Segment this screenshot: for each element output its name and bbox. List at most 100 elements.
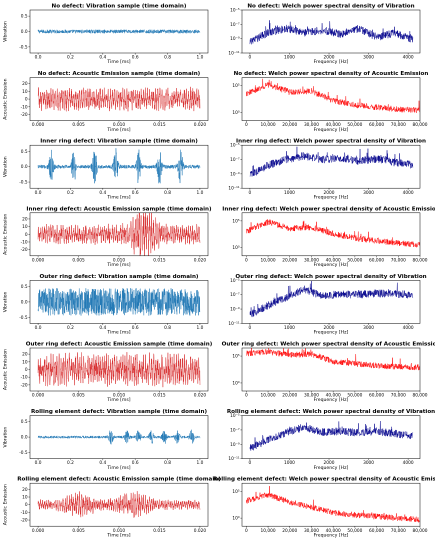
x-tick-label: 2000 [324, 55, 335, 61]
subplot-title: Outer ring defect: Welch power spectral … [235, 274, 426, 280]
x-tick-label: 60,000 [369, 528, 384, 534]
x-tick-label: 1000 [284, 460, 295, 466]
axes-frame [241, 347, 421, 392]
x-tick-label: 30,000 [304, 257, 319, 263]
y-tick-label: 20 [22, 352, 28, 358]
y-tick-label: 10⁻⁷ [230, 157, 240, 163]
x-tick-label: 4000 [403, 55, 414, 61]
subplot-title: Rolling element defect: Welch power spec… [227, 409, 435, 415]
y-tick-label: 10 [22, 495, 28, 501]
subplot-title: Rolling element defect: Welch power spec… [213, 477, 435, 483]
x-tick-label: 10,000 [261, 528, 276, 534]
y-tick-label: 0.5 [21, 419, 28, 425]
y-tick-label: 0.0 [21, 435, 28, 441]
y-axis-label: Vibration [3, 156, 9, 177]
subplot-title: Inner ring defect: Welch power spectral … [222, 206, 435, 212]
subplot-r1-c0: No defect: Acoustic Emission sample (tim… [3, 71, 209, 133]
x-tick-label: 70,000 [391, 122, 406, 128]
x-tick-label: 30,000 [304, 393, 319, 399]
y-tick-label: 20 [22, 487, 28, 493]
series-line [37, 287, 201, 316]
subplot-title: Inner ring defect: Acoustic Emission sam… [26, 206, 212, 212]
x-tick-label: 40,000 [326, 257, 341, 263]
y-tick-label: 0 [25, 367, 28, 373]
y-tick-label: -10 [21, 239, 28, 245]
series-line [246, 348, 420, 371]
x-tick-label: 10,000 [261, 257, 276, 263]
y-tick-label: -10 [21, 510, 28, 516]
y-tick-label: 10⁻⁷ [230, 292, 240, 298]
x-tick-label: 30,000 [304, 528, 319, 534]
y-tick-label: 0 [25, 97, 28, 103]
subplot-r0-c1: No defect: Welch power spectral density … [228, 4, 421, 65]
x-tick-label: 0.015 [153, 122, 166, 128]
y-tick-label: 20 [22, 216, 28, 222]
subplot-title: Inner ring defect: Vibration sample (tim… [40, 139, 198, 145]
x-tick-label: 20,000 [282, 528, 297, 534]
x-tick-label: 0 [249, 460, 252, 466]
y-tick-label: 10⁻⁵ [230, 143, 240, 149]
x-tick-label: 80,000 [412, 393, 427, 399]
x-tick-label: 60,000 [369, 257, 384, 263]
x-tick-label: 50,000 [347, 257, 362, 263]
y-tick-label: -0.5 [19, 180, 28, 186]
subplot-r2-c1: Inner ring defect: Welch power spectral … [228, 139, 426, 201]
y-axis-label: Acoustic Emission [3, 484, 9, 525]
y-axis-label: Acoustic Emission [3, 78, 9, 119]
y-tick-label: -20 [21, 247, 28, 253]
x-tick-label: 0.010 [113, 122, 126, 128]
series-line [37, 86, 201, 112]
y-tick-label: -0.5 [19, 315, 28, 321]
y-tick-label: 10⁻⁹ [230, 307, 240, 313]
subplot-r6-c0: Rolling element defect: Vibration sample… [3, 409, 209, 471]
y-tick-label: 0.5 [21, 14, 28, 20]
y-tick-label: 10⁻⁵ [230, 413, 240, 419]
x-tick-label: 20,000 [282, 393, 297, 399]
x-tick-label: 0 [245, 393, 248, 399]
series-line [37, 490, 201, 518]
y-tick-label: 0.0 [21, 164, 28, 170]
x-tick-label: 20,000 [282, 122, 297, 128]
subplot-r4-c0: Outer ring defect: Vibration sample (tim… [3, 274, 209, 336]
axes-frame [241, 482, 421, 527]
x-tick-label: 1.0 [196, 460, 203, 466]
x-tick-label: 0.6 [132, 190, 139, 196]
y-tick-label: 10⁰ [232, 110, 239, 116]
subplot-r7-c1: Rolling element defect: Welch power spec… [213, 477, 435, 539]
y-tick-label: 10⁻⁹ [230, 442, 240, 448]
x-axis-label: Frequency [Hz] [314, 262, 349, 268]
x-tick-label: 50,000 [347, 122, 362, 128]
x-tick-label: 80,000 [412, 122, 427, 128]
subplot-r6-c1: Rolling element defect: Welch power spec… [227, 409, 435, 471]
x-tick-label: 0.2 [67, 190, 74, 196]
x-axis-label: Frequency [Hz] [314, 330, 349, 336]
x-tick-label: 1000 [284, 190, 295, 196]
x-tick-label: 0.8 [164, 325, 171, 331]
subplot-title: No defect: Welch power spectral density … [247, 4, 414, 10]
y-tick-label: 10 [22, 224, 28, 230]
y-tick-label: 10⁻¹¹ [228, 51, 239, 57]
subplot-title: Outer ring defect: Welch power spectral … [222, 342, 435, 348]
series-line [249, 20, 414, 45]
x-tick-label: 0.015 [153, 257, 166, 263]
x-tick-label: 0 [245, 528, 248, 534]
y-tick-label: -0.5 [19, 44, 28, 50]
x-axis-label: Frequency [Hz] [314, 194, 349, 200]
y-tick-label: 10 [22, 359, 28, 365]
x-tick-label: 0.010 [113, 528, 126, 534]
x-tick-label: 4000 [403, 325, 414, 331]
x-tick-label: 0.0 [35, 190, 42, 196]
subplot-r3-c0: Inner ring defect: Acoustic Emission sam… [3, 206, 213, 268]
x-tick-label: 0.005 [72, 257, 85, 263]
subplot-r5-c1: Outer ring defect: Welch power spectral … [222, 342, 435, 404]
x-tick-label: 0.4 [99, 325, 106, 331]
subplot-r4-c1: Outer ring defect: Welch power spectral … [228, 274, 426, 336]
x-tick-label: 30,000 [304, 122, 319, 128]
x-tick-label: 0 [249, 190, 252, 196]
x-axis-label: Time [ms] [106, 194, 130, 200]
x-tick-label: 0.000 [32, 257, 45, 263]
x-tick-label: 70,000 [391, 528, 406, 534]
y-tick-label: 10⁰ [232, 245, 239, 251]
x-tick-label: 0.015 [153, 528, 166, 534]
x-axis-label: Frequency [Hz] [314, 127, 349, 133]
